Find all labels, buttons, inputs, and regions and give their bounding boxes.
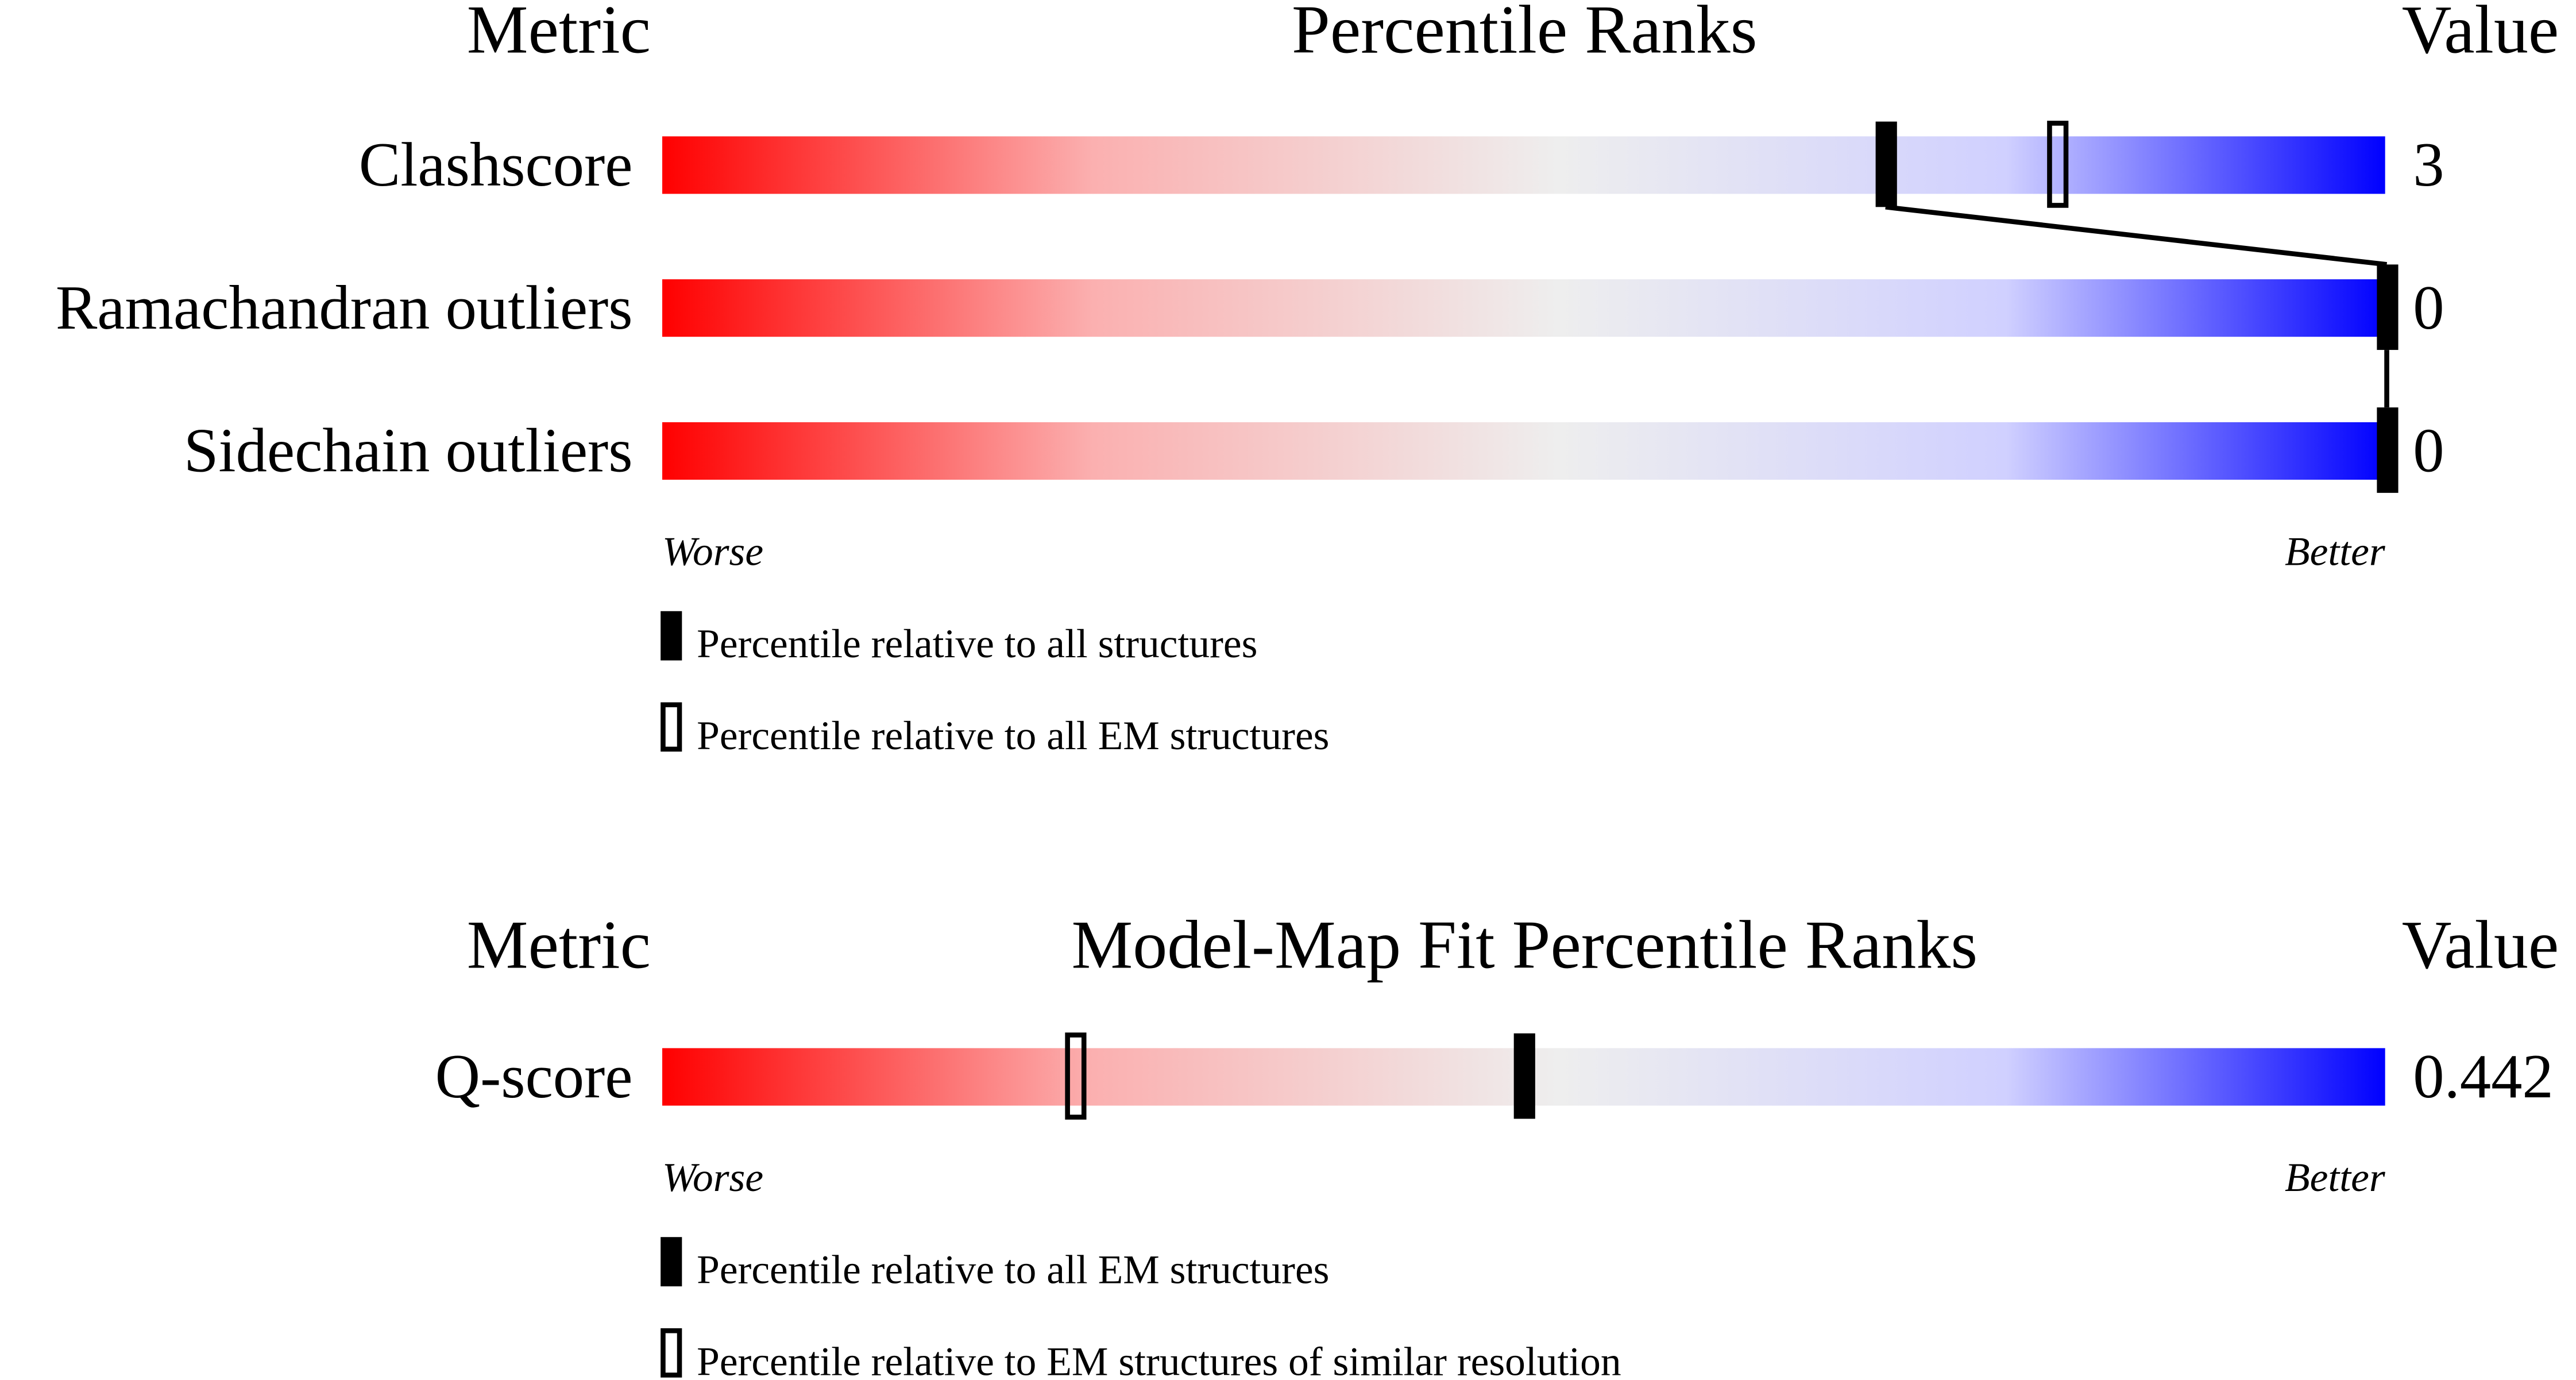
filled-marker [1875, 121, 1897, 207]
legend-filled-marker [661, 1237, 682, 1287]
metric-value: 0.442 [2413, 1042, 2553, 1111]
metric-label: Q-score [435, 1042, 633, 1111]
model-map-fit-panel: Metric Model-Map Fit Percentile Ranks Va… [435, 906, 2559, 1380]
value-header: Value [2402, 906, 2559, 982]
worse-label: Worse [662, 529, 763, 575]
percentile-bar [662, 422, 2385, 480]
legend-filled-marker [661, 611, 682, 661]
open-marker [1065, 1032, 1087, 1120]
metric-header: Metric [467, 906, 651, 982]
filled-marker [2377, 264, 2399, 350]
legend-filled-label: Percentile relative to all structures [697, 621, 1257, 666]
better-label: Better [2285, 529, 2386, 575]
metric-value: 0 [2413, 273, 2444, 342]
worse-label: Worse [662, 1155, 763, 1200]
metric-header: Metric [467, 0, 651, 68]
open-marker [2047, 121, 2069, 208]
metric-value: 0 [2413, 416, 2444, 485]
value-header: Value [2402, 0, 2559, 68]
filled-marker [1513, 1033, 1535, 1119]
chart-title: Model-Map Fit Percentile Ranks [1071, 906, 1978, 982]
legend-open-label: Percentile relative to all EM structures [697, 713, 1329, 758]
connector-lines [1885, 205, 2389, 408]
better-label: Better [2285, 1155, 2386, 1200]
metric-label: Clashscore [359, 130, 633, 199]
percentile-bar [662, 136, 2385, 194]
metric-label: Ramachandran outliers [56, 273, 633, 342]
legend-open-marker [661, 702, 682, 752]
metric-label: Sidechain outliers [184, 416, 633, 485]
legend-filled-label: Percentile relative to all EM structures [697, 1247, 1329, 1292]
connector-line [1885, 205, 2388, 267]
percentile-bar [662, 279, 2385, 337]
percentile-ranks-panel: Metric Percentile Ranks Value Clashscore… [56, 0, 2559, 758]
chart-title: Percentile Ranks [1292, 0, 1757, 68]
filled-marker [2377, 407, 2399, 493]
legend-open-label: Percentile relative to EM structures of … [697, 1339, 1621, 1380]
legend-open-marker [661, 1328, 682, 1378]
metric-value: 3 [2413, 130, 2444, 199]
